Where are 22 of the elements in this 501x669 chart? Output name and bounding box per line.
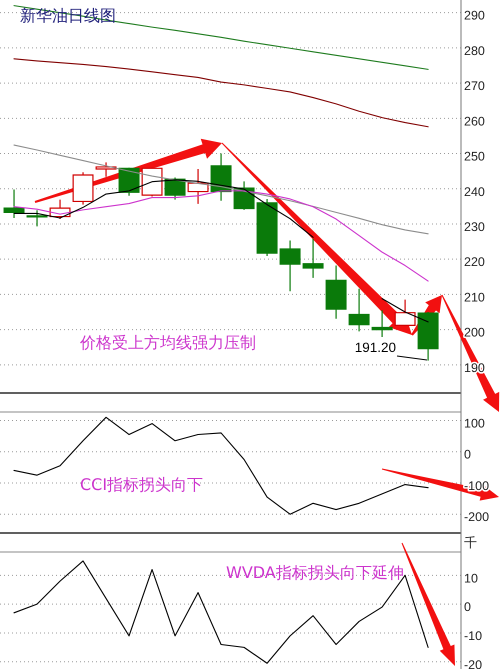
y-tick-label: -10	[464, 628, 482, 643]
annotation: WVDA指标拐头向下延伸	[226, 562, 404, 582]
y-tick-label: 250	[464, 150, 485, 164]
y-tick-label: 270	[464, 79, 485, 94]
annotation: CCI指标拐头向下	[80, 474, 204, 494]
annotation: 191.20	[354, 340, 396, 354]
y-axis-title: 千	[464, 536, 477, 550]
y-tick-label: 260	[464, 114, 485, 128]
y-tick-label: 230	[464, 220, 485, 234]
y-tick-label: 280	[464, 44, 485, 58]
y-tick-label: -200	[464, 510, 490, 524]
y-tick-label: 210	[464, 290, 485, 304]
y-tick-label: 10	[464, 571, 478, 586]
y-tick-label: 220	[464, 255, 485, 270]
y-tick-label: 100	[464, 416, 485, 430]
y-tick-label: 0	[464, 448, 471, 462]
annotation: 价格受上方均线强力压制	[79, 332, 256, 352]
y-tick-label: 0	[464, 600, 471, 614]
y-tick-label: 200	[464, 326, 485, 340]
y-tick-label: 240	[464, 184, 485, 199]
y-tick-label: 290	[464, 8, 485, 23]
y-tick-label: -20	[464, 658, 482, 669]
